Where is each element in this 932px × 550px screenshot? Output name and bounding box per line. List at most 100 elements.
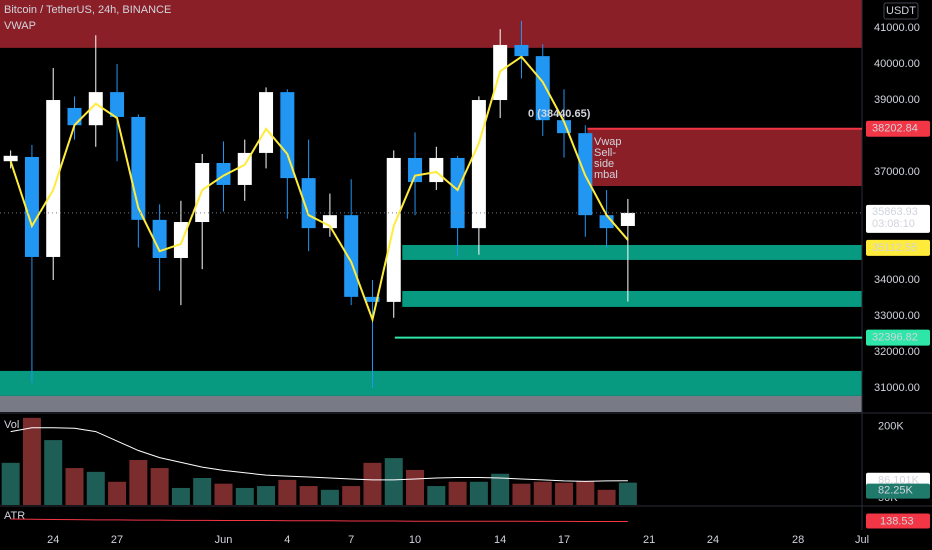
candle-body: [301, 178, 316, 229]
pane-label: Vol: [4, 419, 19, 431]
y-tick-label: 37000.00: [874, 166, 920, 178]
zone: [0, 395, 862, 412]
candle-body: [216, 163, 231, 185]
x-tick-label: 21: [643, 534, 655, 546]
volume-bar: [150, 468, 169, 505]
candle-body: [152, 219, 167, 258]
price-label: 35863.93: [872, 206, 918, 218]
volume-bar: [235, 487, 254, 505]
y-tick-label: 39000.00: [874, 94, 920, 106]
x-tick-label: 4: [284, 534, 290, 546]
volume-bar: [491, 473, 510, 505]
candle-body: [237, 152, 252, 185]
candle-body: [620, 212, 635, 226]
volume-bar: [257, 486, 276, 505]
zone: [0, 0, 862, 48]
price-label-bg: [866, 120, 930, 137]
candle-body: [24, 156, 39, 257]
price-label: 38202.84: [872, 123, 918, 135]
zone-text: Sell-: [594, 147, 616, 159]
volume-bar: [597, 489, 616, 505]
y-tick-label: 32000.00: [874, 346, 920, 358]
zone-text: side: [594, 158, 614, 170]
volume-bar: [214, 483, 233, 505]
y-tick-label: 40000.00: [874, 58, 920, 70]
zone: [0, 370, 862, 396]
volume-bar: [512, 483, 531, 505]
candle-body: [344, 215, 359, 297]
candle-body: [280, 92, 295, 179]
volume-bar: [448, 481, 467, 505]
x-tick-label: Jul: [855, 534, 869, 546]
volume-bar: [363, 462, 382, 505]
volume-bar: [108, 481, 127, 505]
candle-body: [3, 155, 18, 162]
y-tick-label: 200K: [878, 421, 904, 433]
x-tick-label: 17: [558, 534, 570, 546]
currency[interactable]: USDT: [886, 5, 916, 17]
volume-bar: [86, 471, 105, 505]
candle-body: [88, 92, 103, 126]
zone-text: mbal: [594, 169, 618, 181]
volume-bar: [44, 440, 63, 505]
volume-bar: [22, 417, 41, 505]
zone: [587, 128, 862, 187]
candle-body: [46, 100, 61, 257]
volume-bar: [384, 458, 403, 505]
vwap-line: [9, 55, 629, 324]
y-tick-label: 34000.00: [874, 274, 920, 286]
price-label-bg: [866, 204, 930, 233]
indicator-label: VWAP: [4, 20, 36, 32]
layer: [0, 0, 862, 412]
value-label: 138.53: [880, 515, 914, 527]
countdown: 03:08:10: [872, 218, 915, 230]
candle-body: [535, 56, 550, 121]
x-tick-label: 14: [494, 534, 506, 546]
value-label: 82.25K: [878, 485, 914, 497]
price-label-bg: [866, 329, 930, 346]
volume-bar: [533, 481, 552, 505]
x-tick-label: 27: [111, 534, 123, 546]
x-tick-label: Jun: [215, 534, 233, 546]
volume-bar: [1, 462, 20, 505]
value-label-bg: [866, 513, 930, 529]
pane-label: ATR: [4, 510, 25, 522]
x-tick-label: 28: [792, 534, 804, 546]
annotation: 0 (38440.65): [528, 108, 591, 120]
candle-body: [408, 157, 423, 183]
volume-bar: [129, 460, 148, 505]
x-tick-label: 10: [409, 534, 421, 546]
candle-body: [429, 157, 444, 183]
candle-body: [450, 157, 465, 229]
volume-bar: [427, 486, 446, 505]
candle-body: [173, 222, 188, 258]
volume-bar: [171, 487, 190, 505]
atr-line: [10, 518, 628, 523]
price-label-bg: [866, 239, 930, 256]
volume-bar: [555, 482, 574, 505]
volume-bar: [193, 478, 212, 505]
volume-bar: [406, 469, 425, 505]
currency-box[interactable]: [883, 2, 919, 20]
y-tick-label: 41000.00: [874, 22, 920, 34]
chart-title: Bitcoin / TetherUS, 24h, BINANCE: [4, 4, 171, 16]
candle-body: [514, 44, 529, 57]
volume-bar: [469, 481, 488, 505]
candle-body: [110, 92, 125, 117]
zone: [402, 244, 862, 260]
candle-body: [259, 92, 274, 153]
price-label: 35112.55: [872, 242, 917, 254]
volume-bar: [278, 479, 297, 505]
candle-body: [471, 100, 486, 229]
candle-body: [67, 107, 82, 126]
x-tick-label: 24: [707, 534, 719, 546]
price-label: 32396.82: [872, 332, 918, 344]
volume-bar: [299, 486, 318, 505]
volume-bar: [320, 489, 339, 505]
x-tick-label: 24: [47, 534, 59, 546]
volume-ma: [10, 427, 628, 482]
y-tick-label: 33000.00: [874, 310, 920, 322]
candle-body: [365, 296, 380, 302]
volume-bar: [342, 486, 361, 505]
